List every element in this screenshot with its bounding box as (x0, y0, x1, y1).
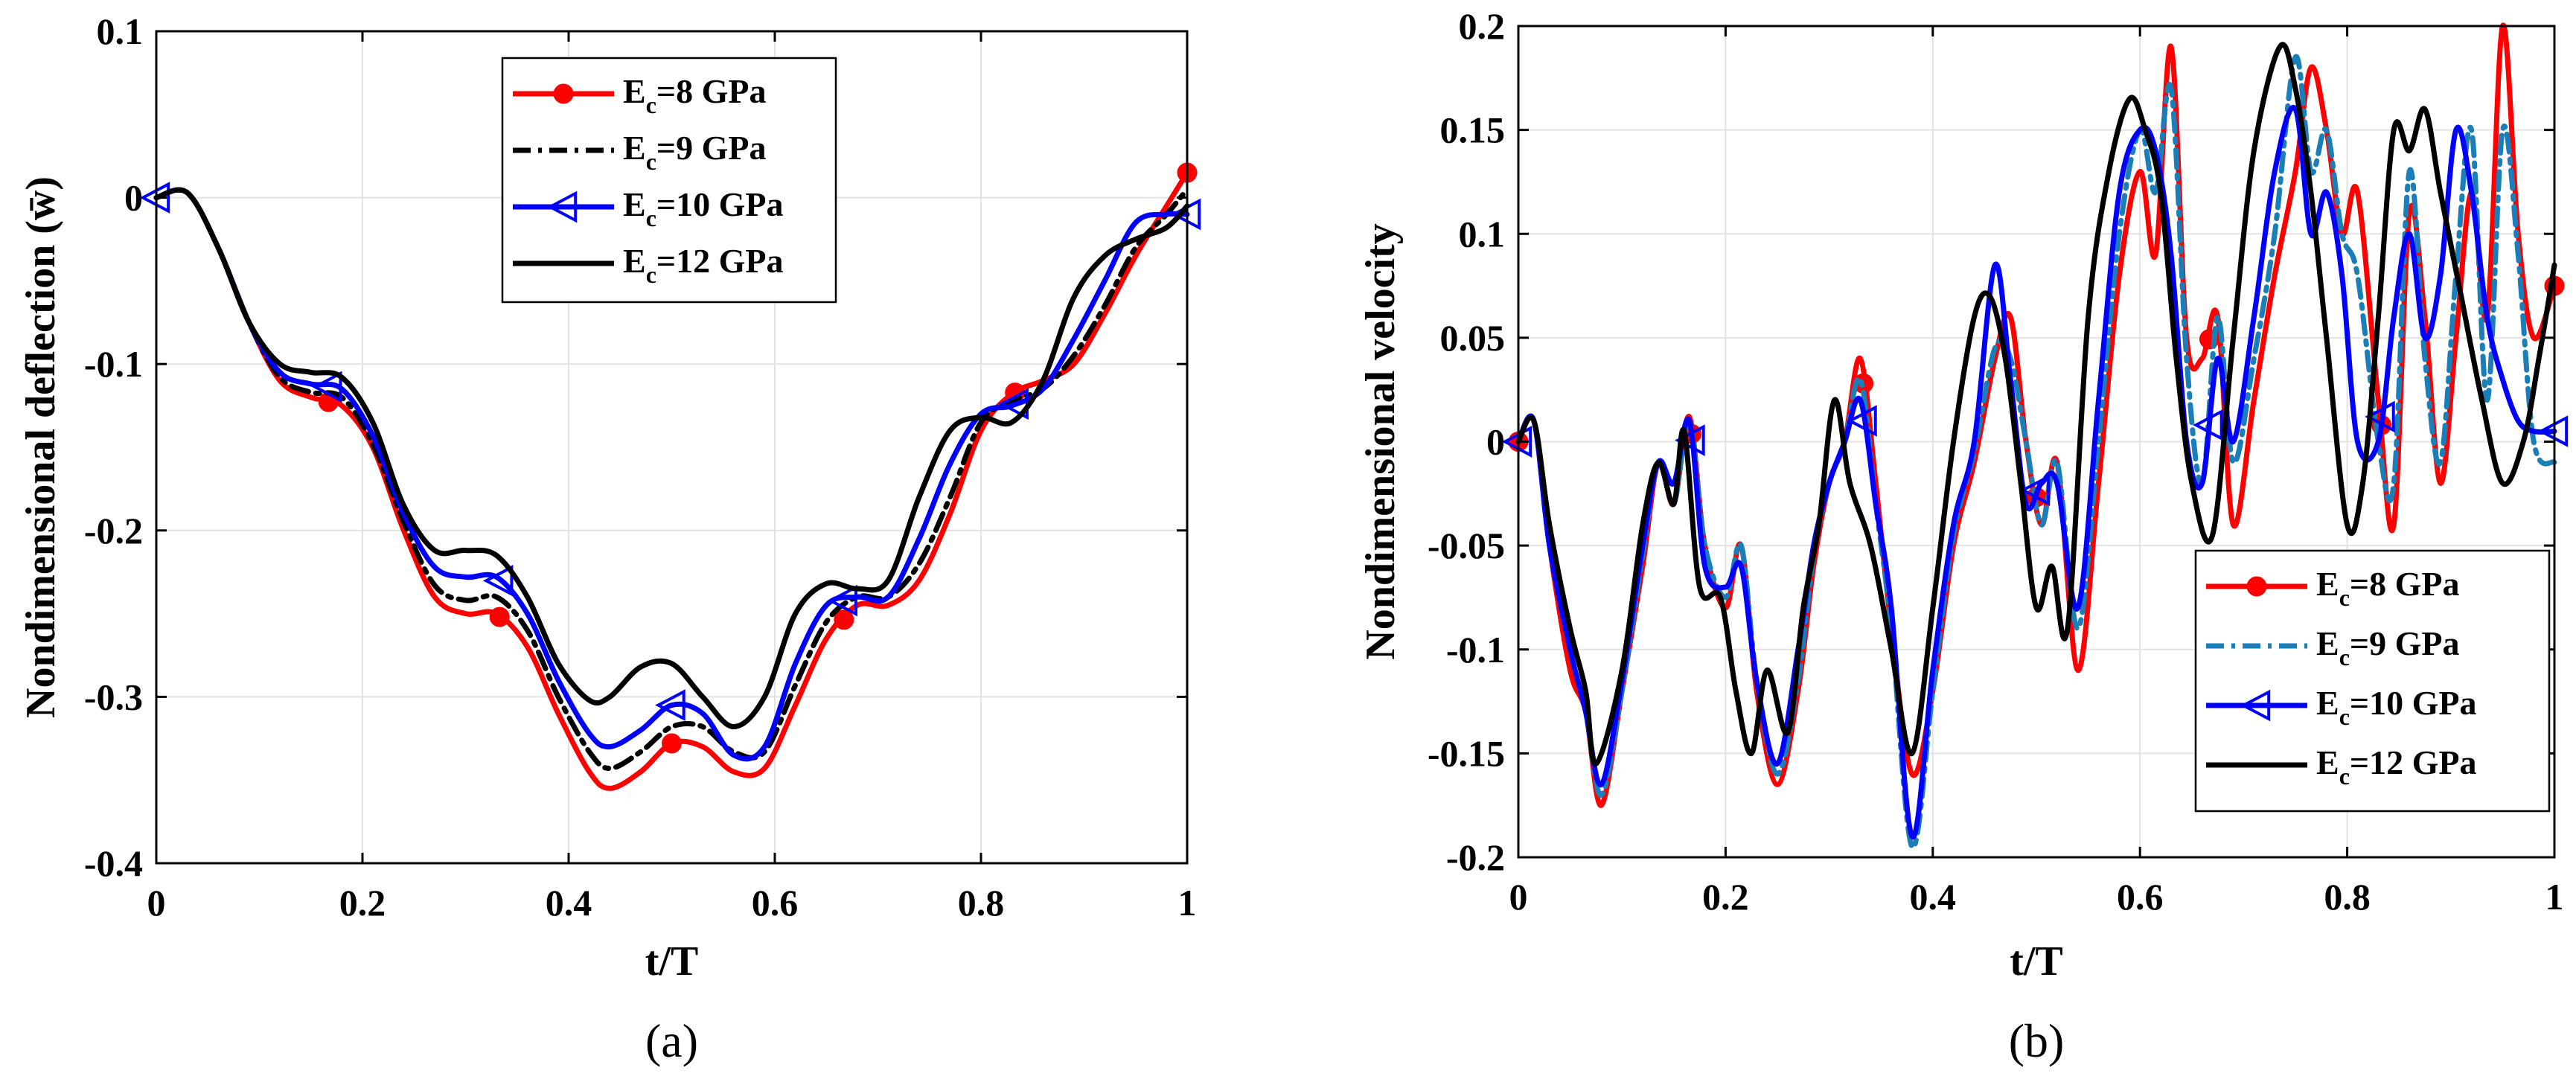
panel-a-series-marker-0 (834, 609, 854, 630)
panel-b-legend-label-3: Ec=12 GPa (2316, 743, 2476, 790)
panel-b-x-tick-label: 0.2 (1702, 876, 1749, 918)
panel-a-legend-marker-2 (546, 191, 578, 223)
panel-a-series-marker-2 (827, 584, 857, 617)
panel-a-y-tick-label: -0.1 (84, 343, 143, 385)
panel-b-y-tick-label: 0 (1486, 421, 1505, 463)
panel-b-series-marker-2 (2193, 409, 2223, 441)
panel-a-series (139, 162, 1201, 791)
panel-a-series-marker-0 (489, 606, 510, 627)
panel-b-x-tick-label: 1 (2545, 876, 2564, 918)
panel-b-legend-marker-0 (2246, 576, 2267, 597)
panel-a-y-tick-label: -0.3 (84, 676, 143, 717)
panel-a-axes-box (155, 30, 1189, 865)
panel-b-legend-label-2: Ec=10 GPa (2316, 684, 2476, 730)
panel-a-series-marker-2 (482, 565, 514, 597)
panel-a-x-ticks: 0 0.2 0.4 0.6 0.8 1 (147, 31, 1197, 923)
panel-b-x-tick-label: 0 (1509, 876, 1528, 918)
panel-b-velocity-chart: 0 0.2 0.4 0.6 0.8 1 -0.2 -0.15 -0.1 -0.05 0 0.05 0.… (1358, 5, 2569, 1067)
panel-b-x-axis-label: t/T (2010, 938, 2063, 985)
panel-b-legend-label-0: Ec=8 GPa (2316, 565, 2459, 611)
panel-a-y-tick-label: 0 (124, 177, 143, 219)
panel-a-y-tick-label: -0.4 (84, 842, 143, 884)
panel-b-caption: (b) (2009, 1014, 2065, 1067)
panel-a-x-tick-label: 1 (1178, 882, 1197, 923)
panel-b-y-tick-label: -0.05 (1428, 525, 1505, 566)
panel-a-deflection-chart: 0 0.2 0.4 0.6 0.8 1 -0.4-0.3-0.2-0.100.1 t/T … (18, 10, 1201, 1067)
panel-b-y-tick-label: 0.15 (1440, 109, 1506, 151)
panel-a-x-tick-label: 0.4 (546, 882, 592, 923)
panel-b-y-tick-label: 0.1 (1459, 213, 1506, 255)
panel-a-legend-label-1: Ec=9 GPa (623, 129, 766, 175)
panel-a-y-tick-label: 0.1 (97, 10, 144, 52)
panel-b-series-line-3 (1515, 42, 2557, 766)
panel-b-legend-marker-2 (2240, 689, 2271, 722)
panel-b-legend-label-1: Ec=9 GPa (2316, 624, 2459, 670)
panel-a-legend: Ec=8 GPa Ec=9 GPa Ec=10 GPa Ec=12 GPa (501, 57, 837, 304)
panel-a-x-axis-label: t/T (645, 938, 699, 985)
panel-b-y-axis-label: Nondimensional velocity (1358, 223, 1404, 659)
panel-a-x-tick-label: 0.8 (958, 882, 1005, 923)
panel-b-series-marker-2 (2365, 400, 2395, 433)
panel-b-x-ticks: 0 0.2 0.4 0.6 0.8 1 (1509, 26, 2564, 918)
panel-b-y-tick-label: -0.15 (1428, 732, 1505, 774)
panel-b-y-tick-label: 0.05 (1440, 317, 1506, 359)
panel-b-series (1501, 22, 2569, 851)
panel-b-x-tick-label: 0.8 (2324, 876, 2371, 918)
panel-a-x-tick-label: 0.6 (752, 882, 799, 923)
panel-b-y-ticks: -0.2 -0.15 -0.1 -0.05 0 0.05 0.1 0.15 0.2 (1428, 5, 2554, 878)
panel-a-y-ticks: -0.4 -0.3 -0.2 -0.1 0 0.1 (84, 10, 1187, 884)
panel-b-series-marker-2 (2019, 474, 2051, 506)
panel-b-series-marker-2 (1847, 405, 1877, 437)
panel-b-series-marker-2 (1675, 424, 1705, 456)
panel-a-series-marker-2 (312, 371, 342, 403)
panel-b-y-tick-label: -0.1 (1446, 629, 1505, 670)
panel-a-x-tick-label: 0 (147, 882, 166, 923)
panel-a-legend-label-3: Ec=12 GPa (623, 242, 783, 288)
panel-b-y-tick-label: 0.2 (1459, 5, 1506, 47)
panel-a-legend-label-0: Ec=8 GPa (623, 72, 766, 118)
panel-a-y-tick-label: -0.2 (84, 510, 143, 551)
panel-a-series-line-3 (153, 187, 1190, 730)
panel-a-series-marker-0 (662, 733, 682, 754)
panel-b-x-tick-label: 0.6 (2117, 876, 2164, 918)
panel-b-legend: Ec=8 GPa Ec=9 GPa Ec=10 GPa Ec=12 GPa (2194, 549, 2551, 813)
panel-a-series-marker-2 (655, 689, 685, 721)
panel-a-legend-label-2: Ec=10 GPa (623, 185, 783, 231)
panel-b-series-line-1 (1515, 54, 2557, 851)
panel-b-series-line-2 (1515, 104, 2557, 840)
panel-a-y-axis-label: Nondimensional deflection (w̄) (18, 176, 64, 718)
panel-a-x-tick-label: 0.2 (339, 882, 386, 923)
panel-a-caption: (a) (645, 1014, 698, 1067)
panel-b-y-tick-label: -0.2 (1446, 836, 1505, 878)
panel-a-series-line-2 (153, 187, 1190, 762)
panel-a-legend-marker-0 (553, 83, 574, 104)
panel-b-x-tick-label: 0.4 (1910, 876, 1957, 918)
